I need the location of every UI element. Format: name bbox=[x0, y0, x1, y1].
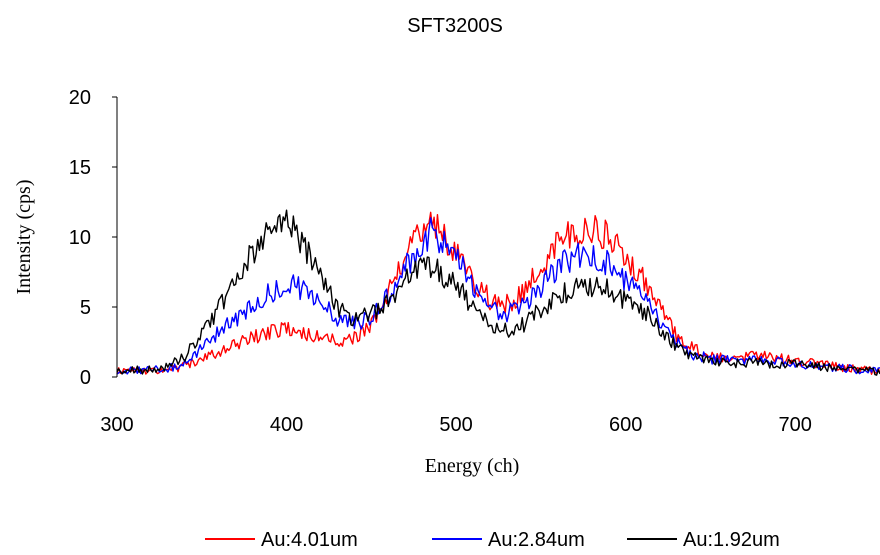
y-ticks: 0 5 10 15 20 bbox=[69, 87, 117, 389]
x-tick-label: 300 bbox=[100, 414, 133, 436]
chart-title: SFT3200S bbox=[407, 15, 503, 37]
x-tick-label: 600 bbox=[609, 414, 642, 436]
y-tick-label: 0 bbox=[80, 367, 91, 389]
plot-area bbox=[116, 209, 880, 376]
legend-label-au-4-01um: Au:4.01um bbox=[261, 529, 358, 551]
x-tick-label: 400 bbox=[270, 414, 303, 436]
y-axis-label: Intensity (cps) bbox=[13, 180, 35, 295]
y-tick-label: 15 bbox=[69, 157, 91, 179]
legend-label-au-2-84um: Au:2.84um bbox=[488, 529, 585, 551]
series-line-au-4-01um bbox=[116, 211, 880, 375]
x-axis-label: Energy (ch) bbox=[425, 455, 520, 477]
x-tick-label: 700 bbox=[779, 414, 812, 436]
y-tick-label: 20 bbox=[69, 87, 91, 109]
legend: Au:4.01um Au:2.84um Au:1.92um bbox=[205, 529, 780, 551]
legend-label-au-1-92um: Au:1.92um bbox=[683, 529, 780, 551]
x-tick-label: 500 bbox=[439, 414, 472, 436]
y-tick-label: 5 bbox=[80, 297, 91, 319]
series-line-au-1-92um bbox=[116, 209, 880, 376]
y-tick-label: 10 bbox=[69, 227, 91, 249]
series-line-au-2-84um bbox=[116, 217, 880, 375]
x-ticks: 300 400 500 600 700 bbox=[100, 414, 812, 436]
